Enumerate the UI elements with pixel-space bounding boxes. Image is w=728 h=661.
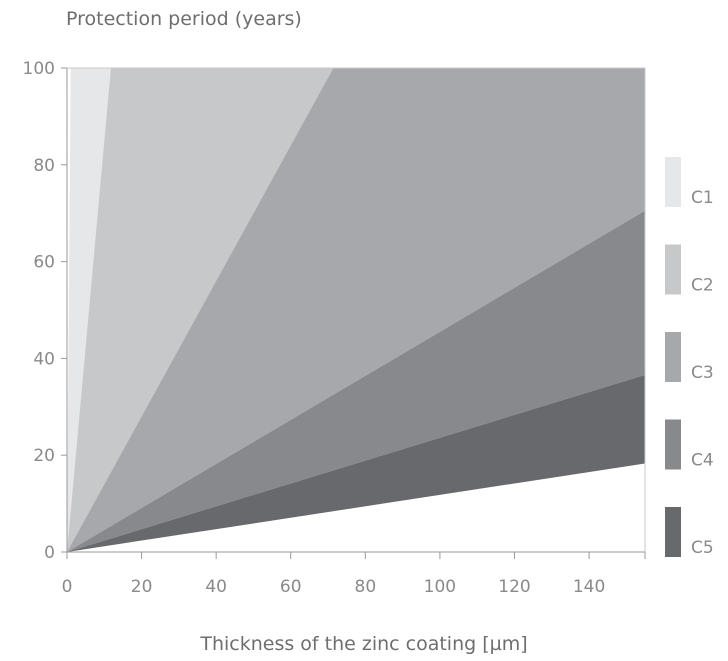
legend-label-c5: C5 xyxy=(691,538,714,558)
area-c5 xyxy=(67,374,645,552)
x-tick-label: 20 xyxy=(131,577,153,597)
y-tick-label: 100 xyxy=(23,59,55,79)
y-tick-label: 40 xyxy=(33,349,55,369)
x-tick-label: 120 xyxy=(498,577,530,597)
legend-swatch-c1 xyxy=(665,157,681,207)
x-axis-title: Thickness of the zinc coating [µm] xyxy=(200,633,528,655)
x-tick-label: 80 xyxy=(355,577,377,597)
y-tick-label: 60 xyxy=(33,253,55,273)
legend-label-c3: C3 xyxy=(691,363,714,383)
plot-frame xyxy=(67,67,646,552)
area-c3 xyxy=(67,68,645,552)
legend-swatch-c5 xyxy=(665,507,681,557)
legend-swatch-c3 xyxy=(665,332,681,382)
y-tick-label: 20 xyxy=(33,446,55,466)
x-tick-label: 40 xyxy=(205,577,227,597)
x-tick-label: 60 xyxy=(280,577,302,597)
legend-swatch-c4 xyxy=(665,419,681,470)
x-tick-label: 140 xyxy=(573,577,605,597)
legend-label-c2: C2 xyxy=(691,276,714,296)
area-c1 xyxy=(67,68,111,552)
y-tick-label: 0 xyxy=(44,543,55,563)
area-c4 xyxy=(67,210,645,552)
y-axis-title: Protection period (years) xyxy=(66,8,302,30)
legend-swatch-c2 xyxy=(665,244,681,295)
x-tick-label: 100 xyxy=(424,577,456,597)
y-tick-label: 80 xyxy=(33,156,55,176)
legend-label-c4: C4 xyxy=(691,451,714,471)
legend-label-c1: C1 xyxy=(691,188,714,208)
x-tick-label: 0 xyxy=(62,577,73,597)
